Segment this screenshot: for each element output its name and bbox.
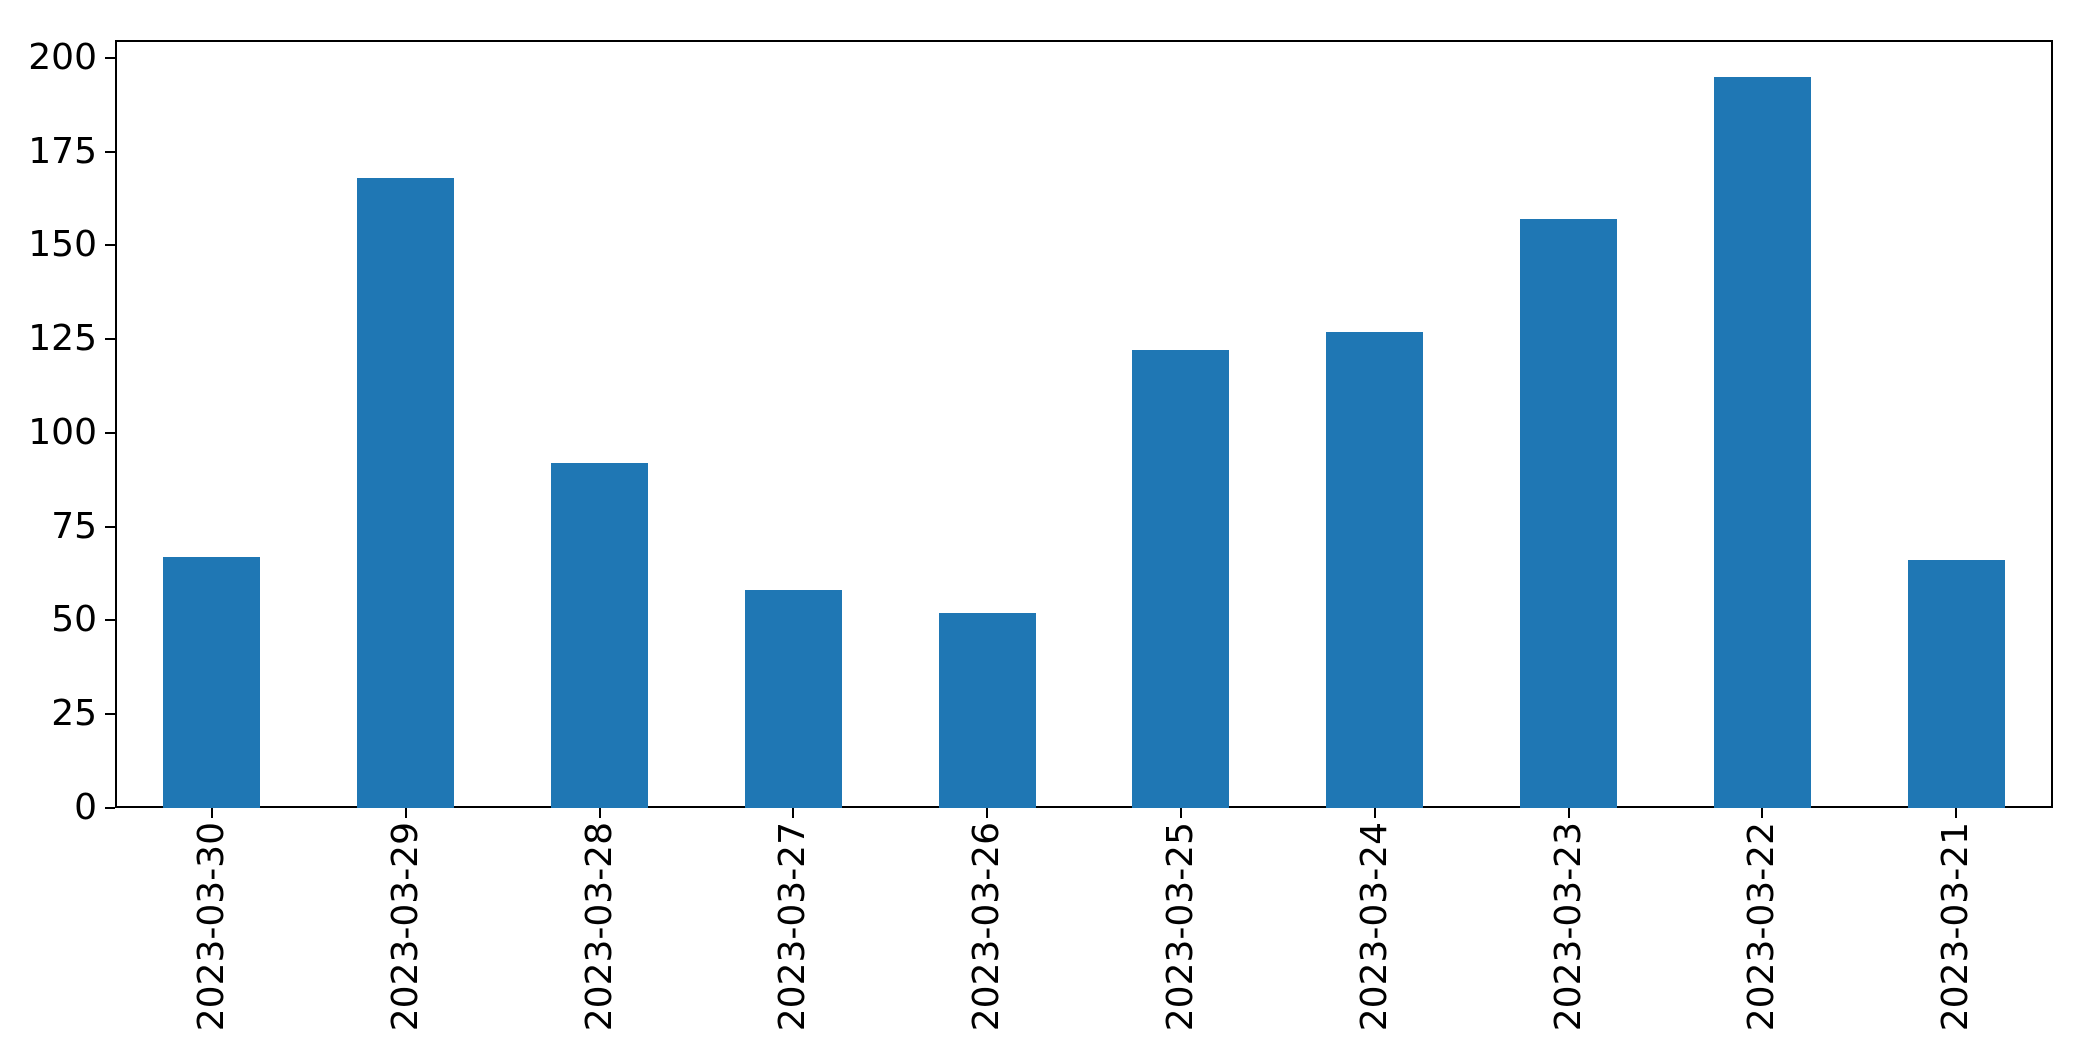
bar	[357, 177, 455, 808]
x-tick-mark	[1761, 808, 1764, 818]
y-tick-mark	[105, 338, 115, 341]
y-tick-label: 75	[51, 505, 97, 547]
bar	[1326, 331, 1424, 808]
bar	[1907, 560, 2005, 808]
y-tick-mark	[105, 56, 115, 59]
y-tick-mark	[105, 619, 115, 622]
y-tick-mark	[105, 525, 115, 528]
x-tick-label: 2023-03-25	[1159, 822, 1201, 1032]
bar	[1713, 76, 1811, 808]
x-tick-label: 2023-03-23	[1547, 822, 1589, 1032]
y-tick-label: 175	[28, 130, 97, 172]
x-tick-mark	[1955, 808, 1958, 818]
x-tick-mark	[404, 808, 407, 818]
y-tick-label: 50	[51, 599, 97, 641]
x-tick-mark	[986, 808, 989, 818]
y-tick-mark	[105, 713, 115, 716]
y-tick-label: 200	[28, 36, 97, 78]
y-tick-mark	[105, 150, 115, 153]
bar	[551, 462, 648, 808]
bar	[163, 556, 261, 808]
x-tick-mark	[792, 808, 795, 818]
x-tick-label: 2023-03-24	[1353, 822, 1395, 1032]
x-tick-mark	[1567, 808, 1570, 818]
x-tick-label: 2023-03-21	[1935, 822, 1977, 1032]
y-tick-label: 100	[28, 411, 97, 453]
x-tick-mark	[598, 808, 601, 818]
bar	[744, 590, 842, 808]
x-tick-mark	[1179, 808, 1182, 818]
bar	[938, 612, 1036, 808]
x-tick-label: 2023-03-28	[578, 822, 620, 1032]
x-tick-label: 2023-03-29	[384, 822, 426, 1032]
y-tick-label: 25	[51, 693, 97, 735]
x-tick-label: 2023-03-30	[190, 822, 232, 1032]
x-tick-label: 2023-03-27	[772, 822, 814, 1032]
y-tick-label: 150	[28, 224, 97, 266]
y-tick-mark	[105, 431, 115, 434]
x-tick-mark	[210, 808, 213, 818]
bar	[1520, 219, 1617, 808]
x-tick-label: 2023-03-22	[1741, 822, 1783, 1032]
y-tick-mark	[105, 807, 115, 809]
y-tick-mark	[105, 244, 115, 247]
y-tick-label: 125	[28, 318, 97, 360]
y-tick-label: 0	[74, 787, 97, 828]
bar	[1132, 350, 1230, 808]
x-tick-mark	[1373, 808, 1376, 818]
x-tick-label: 2023-03-26	[966, 822, 1008, 1032]
